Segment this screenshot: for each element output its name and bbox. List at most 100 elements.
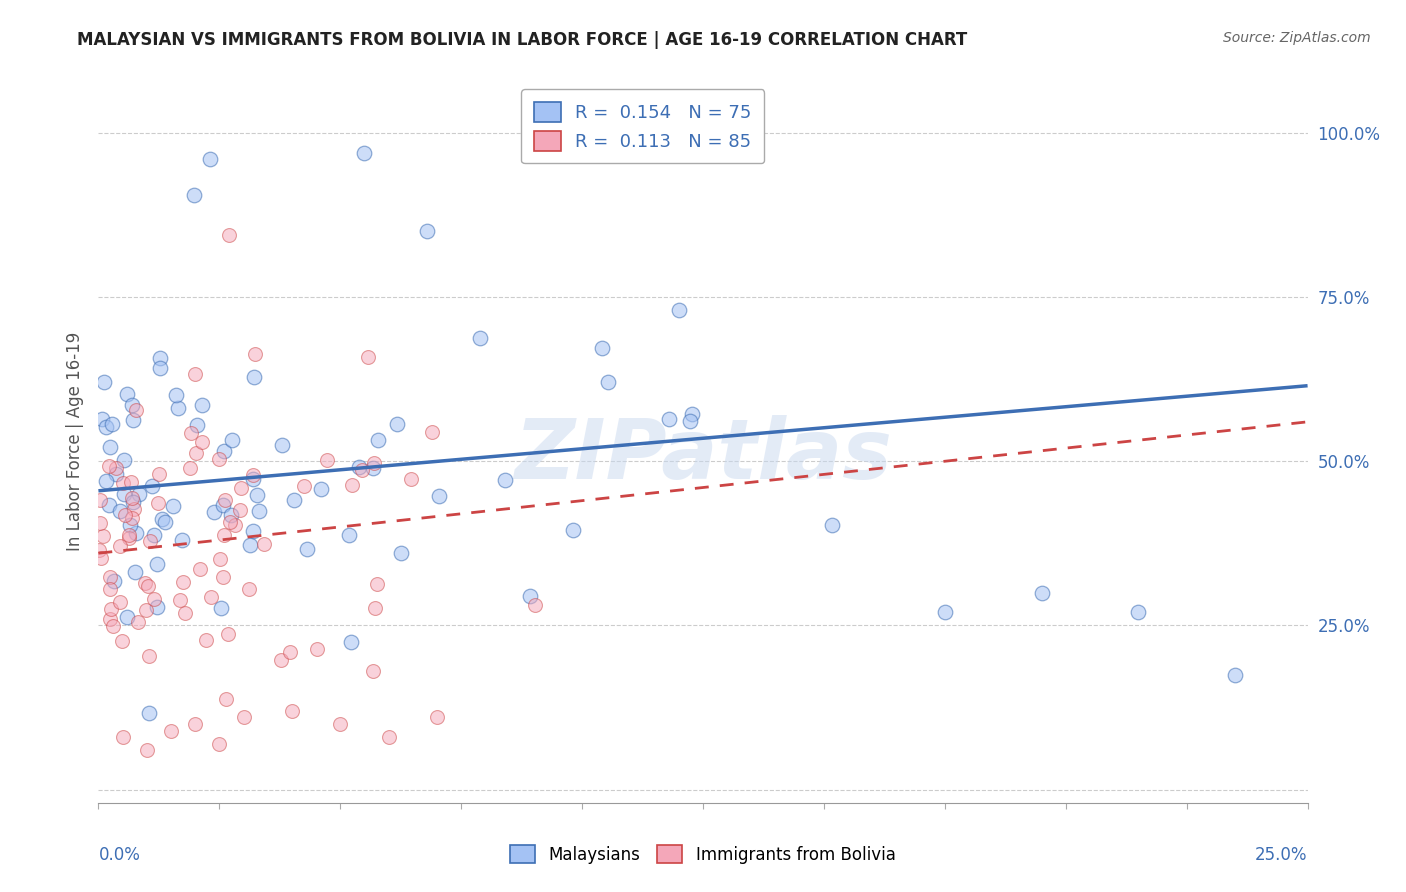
Point <box>221 434 243 448</box>
Point <box>243 347 266 361</box>
Point <box>242 468 264 483</box>
Point <box>93 375 115 389</box>
Point <box>340 634 363 648</box>
Point <box>416 224 439 238</box>
Point <box>110 633 132 648</box>
Point <box>112 487 135 501</box>
Point <box>98 459 121 474</box>
Point <box>211 498 233 512</box>
Point <box>124 501 146 516</box>
Point <box>316 453 339 467</box>
Point <box>363 457 385 471</box>
Point <box>385 417 408 431</box>
Point <box>138 649 160 664</box>
Point <box>165 388 187 402</box>
Point <box>353 145 375 160</box>
Point <box>115 387 138 401</box>
Point <box>139 534 162 549</box>
Point <box>246 488 269 502</box>
Point <box>292 479 315 493</box>
Point <box>112 475 135 490</box>
Point <box>183 367 205 381</box>
Point <box>219 508 242 523</box>
Point <box>468 331 491 345</box>
Point <box>98 570 121 584</box>
Point <box>209 600 232 615</box>
Point <box>214 444 236 458</box>
Point <box>212 528 235 542</box>
Point <box>229 481 252 495</box>
Point <box>389 546 412 560</box>
Point <box>271 438 294 452</box>
Text: MALAYSIAN VS IMMIGRANTS FROM BOLIVIA IN LABOR FORCE | AGE 16-19 CORRELATION CHAR: MALAYSIAN VS IMMIGRANTS FROM BOLIVIA IN … <box>77 31 967 49</box>
Point <box>519 589 541 603</box>
Point <box>120 475 142 490</box>
Point <box>337 528 360 542</box>
Point <box>101 618 124 632</box>
Point <box>183 187 205 202</box>
Point <box>143 528 166 542</box>
Text: 25.0%: 25.0% <box>1256 847 1308 864</box>
Point <box>329 717 352 731</box>
Point <box>186 417 208 432</box>
Text: 0.0%: 0.0% <box>98 847 141 864</box>
Point <box>91 412 114 426</box>
Point <box>169 593 191 607</box>
Point <box>243 369 266 384</box>
Point <box>121 491 143 506</box>
Point <box>208 551 231 566</box>
Point <box>166 401 188 415</box>
Text: Source: ZipAtlas.com: Source: ZipAtlas.com <box>1223 31 1371 45</box>
Point <box>134 576 156 591</box>
Point <box>146 495 169 509</box>
Point <box>363 664 385 678</box>
Point <box>247 504 270 518</box>
Point <box>149 361 172 376</box>
Point <box>98 612 121 626</box>
Point <box>239 538 262 552</box>
Point <box>142 591 165 606</box>
Point <box>186 446 208 460</box>
Point <box>347 459 370 474</box>
Point <box>108 539 131 553</box>
Point <box>211 570 233 584</box>
Point <box>104 467 127 482</box>
Point <box>242 524 264 538</box>
Point <box>121 413 143 427</box>
Point <box>96 419 118 434</box>
Point <box>125 526 148 541</box>
Point <box>180 426 202 441</box>
Point <box>281 704 304 718</box>
Point <box>200 591 222 605</box>
Point <box>115 610 138 624</box>
Point <box>934 605 956 619</box>
Point <box>311 482 333 496</box>
Point <box>367 433 389 447</box>
Point <box>111 730 134 744</box>
Legend: R =  0.154   N = 75, R =  0.113   N = 85: R = 0.154 N = 75, R = 0.113 N = 85 <box>522 89 763 163</box>
Point <box>110 504 132 518</box>
Point <box>149 351 172 365</box>
Point <box>162 500 184 514</box>
Point <box>118 528 141 542</box>
Point <box>679 414 702 428</box>
Point <box>160 723 183 738</box>
Point <box>198 152 221 166</box>
Legend: Malaysians, Immigrants from Bolivia: Malaysians, Immigrants from Bolivia <box>503 838 903 871</box>
Point <box>98 440 121 454</box>
Point <box>148 467 170 482</box>
Point <box>562 523 585 537</box>
Point <box>658 412 681 426</box>
Point <box>127 615 149 629</box>
Point <box>135 603 157 617</box>
Point <box>120 517 142 532</box>
Point <box>217 626 239 640</box>
Point <box>114 508 136 523</box>
Point <box>591 341 613 355</box>
Point <box>340 478 363 492</box>
Point <box>270 653 292 667</box>
Point <box>122 495 145 509</box>
Point <box>224 517 246 532</box>
Point <box>188 561 211 575</box>
Point <box>118 531 141 545</box>
